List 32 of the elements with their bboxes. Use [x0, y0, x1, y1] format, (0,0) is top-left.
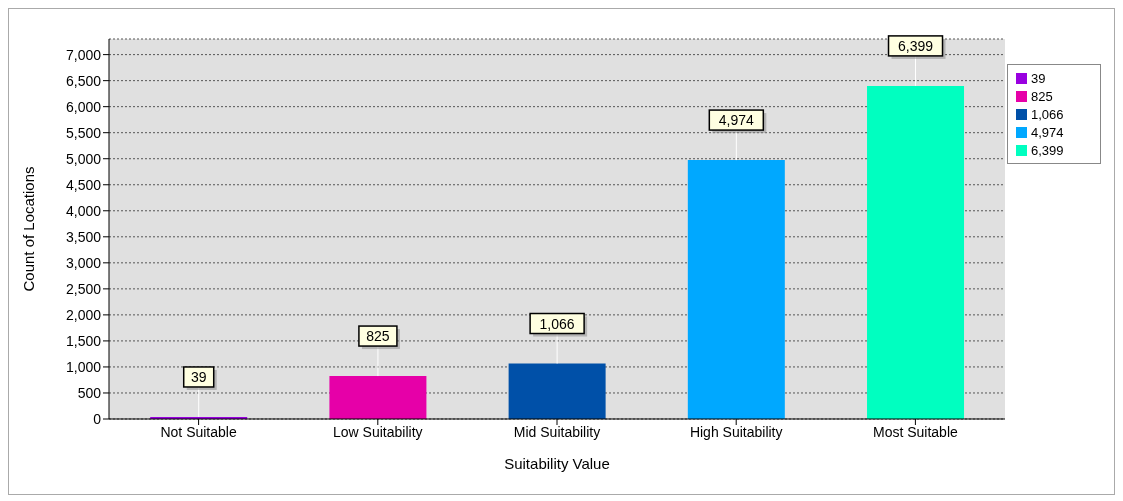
y-tick-label: 2,000	[65, 306, 102, 323]
data-label: 6,399	[897, 37, 934, 54]
legend-label: 4,974	[1031, 125, 1064, 140]
y-tick-label: 5,500	[65, 124, 102, 141]
y-axis-title: Count of Locations	[20, 166, 38, 292]
y-tick-label: 1,500	[65, 332, 102, 349]
data-label: 39	[190, 368, 207, 385]
x-tick-label: Most Suitable	[872, 423, 959, 440]
legend-label: 6,399	[1031, 143, 1064, 158]
y-tick-label: 500	[77, 384, 102, 401]
y-tick-label: 7,000	[65, 46, 102, 63]
y-tick-label: 6,000	[65, 98, 102, 115]
y-tick-label: 5,000	[65, 150, 102, 167]
y-tick-label: 3,500	[65, 228, 102, 245]
y-tick-label: 4,500	[65, 176, 102, 193]
x-tick-label: Not Suitable	[160, 423, 237, 440]
x-tick-label: Mid Suitability	[513, 423, 601, 440]
x-tick-label: Low Suitability	[333, 423, 423, 440]
y-tick-label: 4,000	[65, 202, 102, 219]
legend-label: 1,066	[1031, 107, 1064, 122]
legend-label: 825	[1031, 89, 1053, 104]
x-axis-title: Suitability Value	[504, 455, 610, 472]
y-tick-label: 6,500	[65, 72, 102, 89]
legend-label: 39	[1031, 71, 1046, 86]
x-tick-label: High Suitability	[689, 423, 783, 440]
data-label: 4,974	[718, 112, 755, 129]
y-tick-label: 1,000	[65, 358, 102, 375]
y-tick-label: 3,000	[65, 254, 102, 271]
data-label: 825	[366, 328, 390, 345]
y-tick-label: 2,500	[65, 280, 102, 297]
y-tick-label: 0	[93, 410, 102, 427]
data-label: 1,066	[539, 315, 575, 332]
